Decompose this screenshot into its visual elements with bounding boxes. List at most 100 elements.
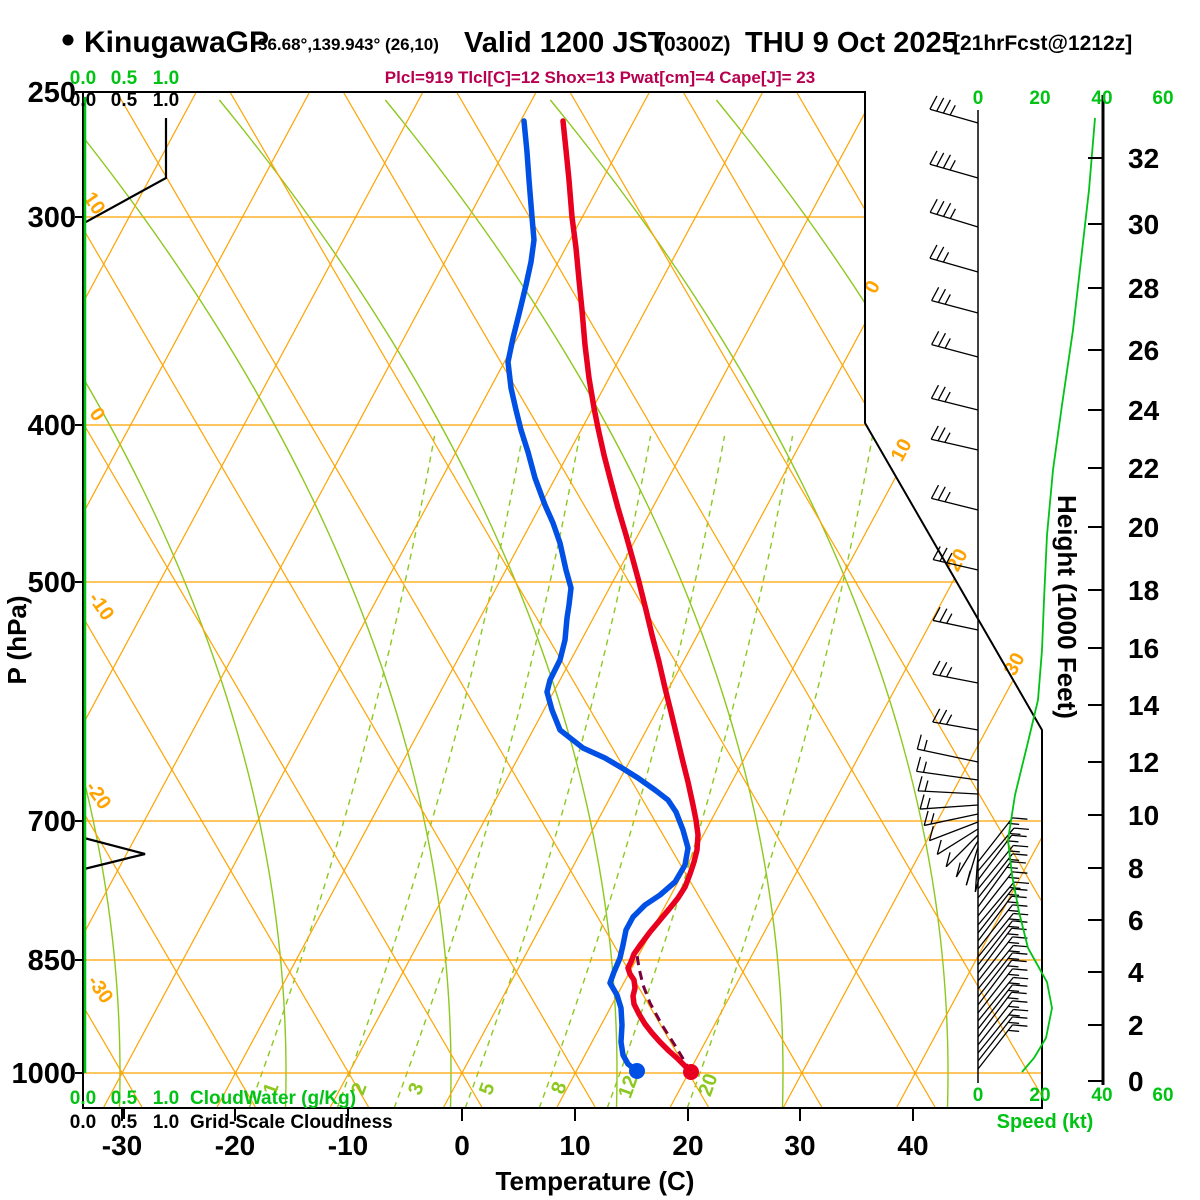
- isotherm-line: [102, 92, 651, 1108]
- cloud-scale-green-bottom: 1.0: [153, 1088, 179, 1109]
- temperature-tick-label: 10: [559, 1130, 590, 1161]
- wind-barb-tick: [1007, 840, 1019, 843]
- wind-barb-tick: [937, 486, 946, 501]
- height-tick-label: 22: [1128, 453, 1159, 484]
- temperature-tick-label: -10: [328, 1130, 368, 1161]
- line-value-label: 20: [943, 545, 973, 575]
- wind-barb-stem: [977, 968, 1013, 1014]
- dry-adiabat-line: [229, 92, 823, 1108]
- dewpoint-curve: [505, 118, 691, 1071]
- isotherm-line: [782, 92, 1042, 1108]
- wind-barb-tick: [1012, 968, 1028, 971]
- wind-barb: [977, 844, 1029, 890]
- line-value-label: -10: [84, 588, 119, 624]
- wind-barb-tick: [1011, 834, 1027, 838]
- wind-barb: [930, 425, 979, 451]
- wind-barb: [977, 959, 1027, 1006]
- wind-barb-stem: [977, 1016, 1013, 1062]
- wind-barb-tick: [1013, 881, 1029, 885]
- wind-barb-tick: [1012, 871, 1028, 874]
- wind-barb-tick: [932, 546, 941, 560]
- wind-barb-tick: [939, 547, 948, 562]
- wind-barb-stem: [924, 813, 979, 827]
- cloud-scale-green-top: 1.0: [153, 68, 179, 89]
- speed-scale-top-label: 0: [973, 88, 984, 109]
- moist-adiabat-line: [384, 99, 784, 1108]
- wind-barb: [977, 1016, 1028, 1062]
- wind-barb-tick: [1011, 927, 1027, 931]
- dry-adiabat-line: [569, 92, 1042, 1108]
- height-tick-label: 20: [1128, 512, 1159, 543]
- wind-barb-stem: [977, 853, 1013, 899]
- valid-date: THU 9 Oct 2025: [745, 27, 958, 59]
- wind-barb-tick: [1013, 1008, 1029, 1012]
- temperature-tick-label: 20: [672, 1130, 703, 1161]
- speed-scale-bottom-label: 20: [1029, 1085, 1050, 1106]
- station-name: KinugawaGP: [84, 26, 269, 59]
- wind-barb-tick: [949, 159, 956, 171]
- wind-barb-tick: [931, 287, 940, 301]
- pressure-tick-label: 1000: [11, 1058, 76, 1090]
- wind-barb: [955, 840, 979, 878]
- wind-barb-tick: [1008, 876, 1020, 879]
- wind-barb-tick: [929, 244, 938, 259]
- isotherm-line: [329, 92, 877, 1108]
- cloud-scale-green-bottom: 0.0: [70, 1088, 96, 1109]
- wind-barb-tick: [939, 709, 948, 724]
- cloud-scale-black-top: 1.0: [153, 90, 179, 111]
- pressure-tick-label: 850: [28, 945, 76, 977]
- isotherm-line: [216, 92, 764, 1108]
- wind-barb: [977, 1000, 1028, 1046]
- wind-barb-column: [915, 95, 1029, 1083]
- speed-profile-line: [1007, 117, 1096, 1073]
- temperature-tick-label: -30: [102, 1130, 142, 1161]
- wind-barb-tick: [930, 384, 940, 399]
- isotherm-line: [83, 92, 311, 1108]
- wind-barb-stem: [977, 904, 1013, 950]
- wind-barb-tick: [946, 552, 953, 564]
- speed-axis-title: Speed (kt): [997, 1111, 1094, 1133]
- wind-barb-tick: [946, 666, 953, 678]
- isotherm-line: [83, 92, 197, 1108]
- wind-barb-tick: [937, 332, 947, 347]
- wind-barb-stem: [977, 888, 1013, 934]
- wind-barb-tick: [1012, 920, 1028, 923]
- speed-scale-bottom-label: 40: [1091, 1085, 1112, 1106]
- wind-barb-tick: [1012, 984, 1028, 987]
- temperature-axis-title: Temperature (C): [496, 1166, 695, 1196]
- speed-scale-bottom-label: 0: [973, 1085, 984, 1106]
- wind-barb-stem: [977, 920, 1013, 966]
- wind-barb-tick: [942, 252, 950, 263]
- wind-barb-tick: [917, 776, 923, 792]
- dry-adiabat-lines: [83, 92, 1042, 1108]
- wind-barb-tick: [1008, 1014, 1020, 1017]
- mixing-ratio-line: [393, 435, 581, 1108]
- station-coordinates: 36.68°,139.943° (26,10): [258, 35, 439, 54]
- speed-scale-top-label: 40: [1091, 88, 1112, 109]
- wind-barb: [932, 606, 979, 631]
- isobar-lines: [83, 216, 1042, 1074]
- wind-barb: [923, 810, 979, 827]
- wind-barb-tick: [1013, 912, 1029, 916]
- isotherm-line: [555, 92, 1042, 1108]
- wind-barb-stem: [977, 991, 1013, 1038]
- wind-barb-stem: [977, 927, 1013, 974]
- wind-barb: [929, 198, 979, 228]
- wind-barb: [977, 817, 1028, 863]
- wind-barb-tick: [932, 708, 941, 723]
- speed-scale-top-label: 20: [1029, 88, 1050, 109]
- wind-barb-tick: [1013, 827, 1029, 831]
- mixing-ratio-line: [606, 435, 794, 1108]
- wind-barb-stem: [977, 945, 1014, 990]
- wind-barb: [917, 776, 979, 795]
- wind-barb: [977, 976, 1029, 1022]
- wind-barb-stem: [955, 840, 979, 878]
- dry-adiabat-line: [342, 92, 937, 1108]
- wind-barb-tick: [937, 288, 947, 303]
- wind-barb-tick: [965, 870, 971, 886]
- wind-barb-tick: [936, 97, 945, 112]
- sounding-curves: [505, 118, 701, 1080]
- wind-barb: [977, 912, 1029, 958]
- wind-barb-tick: [929, 198, 938, 213]
- wind-barb-tick: [1008, 918, 1020, 921]
